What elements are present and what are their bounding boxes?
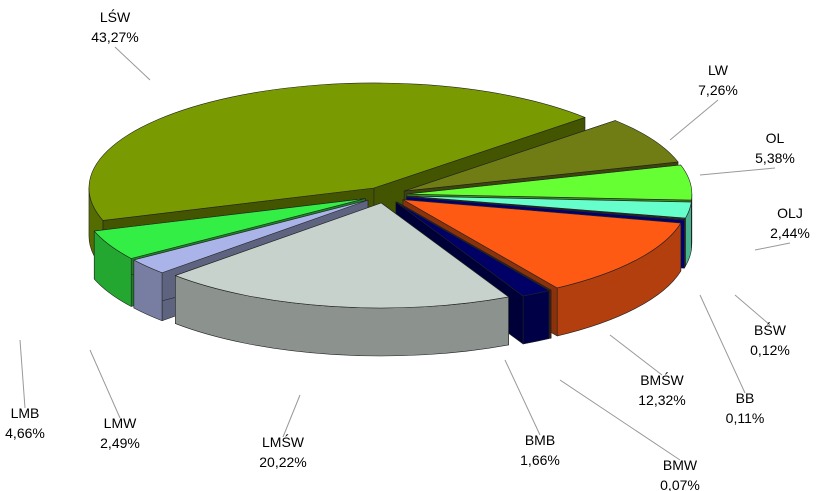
slice-top <box>395 201 550 297</box>
slice-label: LMŚW <box>262 433 305 450</box>
slice-value-label: 4,66% <box>5 425 45 441</box>
leader-line <box>504 359 541 436</box>
slice-value-label: 0,12% <box>750 342 790 358</box>
slice-wall <box>549 289 552 339</box>
slice-top <box>402 199 682 289</box>
leader-line <box>114 46 151 81</box>
slice-wall <box>522 290 550 345</box>
slice-label: OL <box>766 130 785 146</box>
leader-line <box>609 334 663 376</box>
slice-value-label: 2,49% <box>100 435 140 451</box>
slice-value-label: 0,11% <box>726 410 765 426</box>
leader-line <box>699 294 746 394</box>
slice-top <box>93 198 366 259</box>
slice-top <box>175 202 509 309</box>
slice-label: LMB <box>11 405 40 421</box>
slice-top <box>406 164 693 201</box>
leader-line <box>699 167 776 176</box>
slice-top <box>403 120 679 192</box>
slice-label: LW <box>708 62 729 78</box>
slice-value-label: 12,32% <box>638 392 685 408</box>
leader-line <box>89 349 121 419</box>
leader-line <box>734 294 771 326</box>
leader-line <box>559 379 681 461</box>
slice-label: BMB <box>525 432 555 448</box>
slice-value-label: 43,27% <box>91 29 138 45</box>
slice-label: BŚW <box>754 321 787 338</box>
slice-label: OLJ <box>777 205 803 221</box>
slice-value-label: 5,38% <box>755 150 795 166</box>
slice-value-label: 2,44% <box>770 225 810 241</box>
slice-top <box>88 82 586 221</box>
slice-label: BMW <box>663 457 698 473</box>
slice-label: LŚW <box>100 8 131 25</box>
slice-label: BMŚW <box>640 371 684 388</box>
leader-line <box>669 99 719 141</box>
slice-value-label: 1,66% <box>520 452 560 468</box>
slice-value-label: 20,22% <box>259 454 306 470</box>
leader-line <box>754 242 791 251</box>
slice-top <box>406 196 686 221</box>
leader-line <box>282 394 301 438</box>
slice <box>175 202 509 357</box>
slice-value-label: 0,07% <box>660 477 700 491</box>
leader-line <box>19 339 26 409</box>
slice-top <box>396 201 552 291</box>
slice-label: BB <box>736 390 755 406</box>
slice-label: LMW <box>104 415 137 431</box>
slice-value-label: 7,26% <box>698 82 738 98</box>
slice-top <box>133 199 369 274</box>
slice-top <box>406 195 692 219</box>
